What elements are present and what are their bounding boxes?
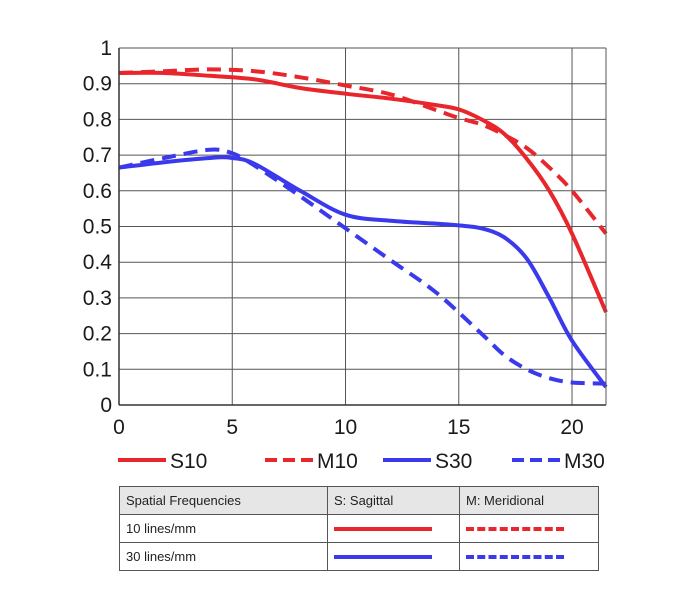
key-row-label: 30 lines/mm xyxy=(119,542,328,571)
y-tick-label: 0.6 xyxy=(83,180,112,203)
x-tick-label: 20 xyxy=(560,416,583,439)
grid-layer xyxy=(119,47,606,406)
key-row-10-lines: 10 lines/mm xyxy=(119,514,599,543)
series-line-m30 xyxy=(118,147,607,386)
y-tick-label: 0.8 xyxy=(83,108,112,131)
header-meridional: M: Meridional xyxy=(459,486,599,515)
legend-label-s30: S30 xyxy=(435,450,472,473)
key-table-header: Spatial Frequencies S: Sagittal M: Merid… xyxy=(119,486,599,515)
y-tick-label: 0.3 xyxy=(83,287,112,310)
y-tick-label: 1 xyxy=(100,37,112,60)
key-swatch-cell xyxy=(459,542,599,571)
key-swatch-cell xyxy=(459,514,599,543)
x-tick-label: 10 xyxy=(334,416,357,439)
x-tick-label: 5 xyxy=(226,416,238,439)
y-tick-label: 0.9 xyxy=(83,73,112,96)
sagittal-30-swatch xyxy=(334,554,432,559)
y-tick-label: 0.1 xyxy=(83,358,112,381)
key-row-label: 10 lines/mm xyxy=(119,514,328,543)
meridional-10-swatch xyxy=(466,526,564,531)
tick-labels: 00.10.20.30.40.50.60.70.80.910 5 10 15 20 xyxy=(83,37,584,439)
y-tick-label: 0.7 xyxy=(83,144,112,167)
meridional-30-swatch xyxy=(466,554,564,559)
axis-layer xyxy=(118,48,607,406)
series-layer xyxy=(118,67,608,389)
series-line-m10 xyxy=(118,67,608,235)
series-line-s10 xyxy=(118,70,608,313)
header-sagittal: S: Sagittal xyxy=(327,486,460,515)
y-tick-label: 0.4 xyxy=(83,251,113,274)
y-tick-label: 0.5 xyxy=(83,216,112,239)
legend-label-m10: M10 xyxy=(317,450,358,473)
line-key-table: Spatial Frequencies S: Sagittal M: Merid… xyxy=(119,486,599,571)
sagittal-10-swatch xyxy=(334,526,432,531)
x-tick-label: 0 xyxy=(113,416,125,439)
key-swatch-cell xyxy=(327,542,460,571)
series-line-s30 xyxy=(118,155,608,389)
legend-label-s10: S10 xyxy=(170,450,207,473)
legend: S10 M10 S30 M30 xyxy=(118,450,605,473)
header-spatial-frequencies: Spatial Frequencies xyxy=(119,486,328,515)
key-row-30-lines: 30 lines/mm xyxy=(119,542,599,571)
y-tick-label: 0 xyxy=(100,394,112,417)
x-tick-label: 15 xyxy=(447,416,470,439)
legend-label-m30: M30 xyxy=(564,450,605,473)
y-tick-label: 0.2 xyxy=(83,323,112,346)
key-swatch-cell xyxy=(327,514,460,543)
